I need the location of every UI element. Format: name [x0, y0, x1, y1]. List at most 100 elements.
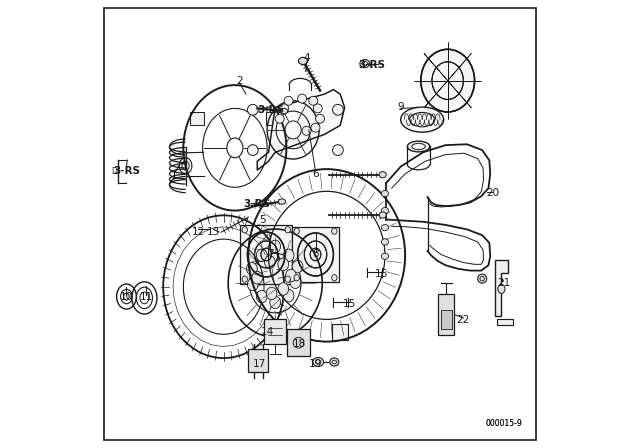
Text: 21: 21 — [497, 278, 510, 288]
Ellipse shape — [381, 190, 388, 197]
Ellipse shape — [381, 239, 388, 245]
Ellipse shape — [280, 108, 288, 114]
Polygon shape — [257, 90, 345, 170]
Ellipse shape — [290, 276, 301, 289]
Text: 3-RS: 3-RS — [358, 60, 385, 70]
Polygon shape — [448, 53, 472, 81]
Text: 10: 10 — [120, 292, 133, 302]
Ellipse shape — [401, 107, 444, 132]
Ellipse shape — [302, 126, 311, 135]
Text: 3-RS: 3-RS — [257, 105, 284, 115]
Text: D: D — [111, 167, 117, 176]
Ellipse shape — [284, 289, 294, 302]
Text: 22: 22 — [457, 315, 470, 325]
Ellipse shape — [309, 96, 318, 105]
Ellipse shape — [278, 199, 285, 204]
Ellipse shape — [248, 278, 258, 291]
Polygon shape — [266, 112, 280, 125]
Text: 13: 13 — [207, 227, 220, 237]
Polygon shape — [264, 319, 287, 344]
Ellipse shape — [278, 258, 289, 271]
Ellipse shape — [266, 287, 277, 300]
Ellipse shape — [264, 256, 275, 268]
Ellipse shape — [498, 284, 505, 293]
Ellipse shape — [333, 145, 343, 155]
Text: 15: 15 — [342, 299, 356, 309]
Text: 000015-9: 000015-9 — [485, 419, 522, 428]
Ellipse shape — [242, 227, 248, 233]
Ellipse shape — [280, 104, 289, 113]
Ellipse shape — [294, 275, 300, 281]
Text: 17: 17 — [253, 359, 266, 369]
Ellipse shape — [381, 224, 388, 231]
Ellipse shape — [379, 212, 387, 218]
Text: 16: 16 — [375, 269, 388, 279]
Text: 6: 6 — [312, 169, 319, 179]
Ellipse shape — [293, 337, 304, 348]
Text: 9: 9 — [397, 102, 404, 112]
Text: 3-RS: 3-RS — [244, 199, 271, 209]
Text: 14: 14 — [260, 327, 274, 337]
Ellipse shape — [332, 228, 337, 234]
Polygon shape — [248, 349, 268, 372]
Ellipse shape — [248, 104, 258, 115]
Ellipse shape — [379, 172, 387, 178]
Ellipse shape — [285, 276, 291, 282]
Text: 12: 12 — [191, 227, 205, 237]
Text: 1: 1 — [171, 171, 178, 181]
Polygon shape — [287, 329, 310, 356]
Polygon shape — [424, 81, 448, 108]
Polygon shape — [240, 225, 292, 284]
Ellipse shape — [477, 274, 486, 283]
Text: 3-RS: 3-RS — [113, 166, 140, 176]
Text: 19: 19 — [309, 359, 322, 369]
Polygon shape — [497, 319, 513, 325]
Polygon shape — [332, 324, 348, 340]
Ellipse shape — [246, 263, 257, 275]
Ellipse shape — [298, 94, 307, 103]
Ellipse shape — [298, 57, 307, 65]
Ellipse shape — [252, 271, 262, 284]
Ellipse shape — [421, 49, 475, 112]
Ellipse shape — [333, 104, 343, 115]
Ellipse shape — [284, 249, 294, 262]
Polygon shape — [189, 112, 204, 125]
Text: 11: 11 — [140, 292, 153, 302]
Ellipse shape — [314, 104, 323, 113]
Ellipse shape — [316, 114, 324, 123]
Ellipse shape — [275, 114, 284, 123]
Polygon shape — [438, 294, 454, 335]
Ellipse shape — [257, 249, 267, 262]
Text: 2: 2 — [236, 76, 243, 86]
Ellipse shape — [284, 96, 293, 105]
Ellipse shape — [381, 207, 388, 214]
Polygon shape — [292, 227, 339, 282]
Ellipse shape — [313, 358, 324, 366]
Text: 20: 20 — [486, 188, 499, 198]
Ellipse shape — [242, 276, 248, 282]
Text: 7: 7 — [268, 250, 274, 259]
Ellipse shape — [248, 145, 258, 155]
Ellipse shape — [285, 269, 296, 282]
Ellipse shape — [285, 227, 291, 233]
Ellipse shape — [332, 275, 337, 281]
Text: 8: 8 — [312, 250, 319, 259]
Ellipse shape — [270, 296, 280, 309]
Polygon shape — [448, 81, 472, 108]
Ellipse shape — [278, 283, 289, 295]
Ellipse shape — [257, 290, 267, 303]
Polygon shape — [495, 260, 508, 316]
Ellipse shape — [292, 260, 303, 273]
Ellipse shape — [311, 123, 320, 132]
Polygon shape — [441, 310, 452, 329]
Ellipse shape — [381, 253, 388, 259]
Ellipse shape — [270, 240, 280, 253]
Polygon shape — [424, 53, 448, 81]
Text: 5: 5 — [259, 215, 266, 224]
Text: 18: 18 — [293, 339, 307, 349]
Ellipse shape — [408, 141, 430, 152]
Text: 4: 4 — [303, 53, 310, 63]
Text: 000015-9: 000015-9 — [485, 419, 522, 428]
Ellipse shape — [294, 228, 300, 234]
Ellipse shape — [330, 358, 339, 366]
